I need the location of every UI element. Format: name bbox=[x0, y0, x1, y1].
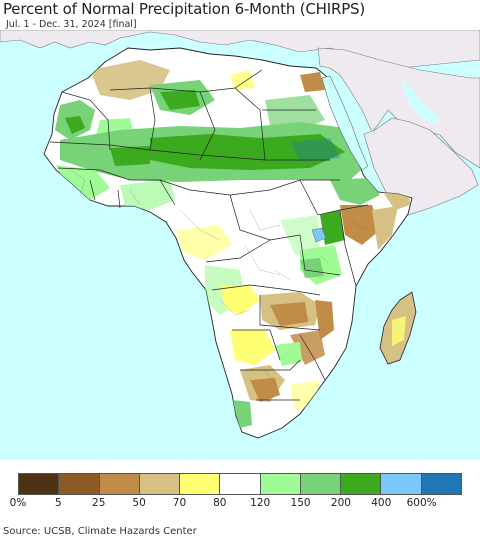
country-borders bbox=[49, 69, 369, 401]
map-subtitle: Jul. 1 - Dec. 31, 2024 [final] bbox=[6, 19, 137, 30]
lake-victoria bbox=[311, 227, 327, 243]
red-sea bbox=[321, 75, 369, 171]
precipitation-map bbox=[0, 30, 480, 460]
legend-tick-label: 150 bbox=[290, 497, 311, 509]
legend-swatch bbox=[341, 474, 382, 494]
source-credit: Source: UCSB, Climate Hazards Center bbox=[3, 526, 197, 537]
legend-tick-label: 120 bbox=[250, 497, 271, 509]
legend-tick-label: 25 bbox=[92, 497, 106, 509]
admin-boundaries bbox=[69, 169, 366, 386]
legend-tick-label: 0% bbox=[9, 497, 27, 509]
precipitation-anomaly-fill bbox=[55, 60, 410, 428]
legend-swatch bbox=[381, 474, 422, 494]
legend-swatch bbox=[180, 474, 221, 494]
legend-swatch bbox=[139, 474, 181, 494]
gulf-water bbox=[402, 80, 440, 124]
legend-tick-label: 50 bbox=[132, 497, 146, 509]
legend-swatch bbox=[99, 474, 140, 494]
legend-tick-label: 400 bbox=[371, 497, 392, 509]
legend-swatch bbox=[220, 474, 261, 494]
map-title: Percent of Normal Precipitation 6-Month … bbox=[3, 0, 366, 18]
legend-swatch bbox=[421, 474, 461, 494]
legend-tick-label: 600% bbox=[406, 497, 437, 509]
legend-swatch bbox=[19, 474, 60, 494]
legend-tick-labels: 0% 5 25 50 70 80 120 150 200 400 600% bbox=[0, 497, 480, 511]
legend-tick-label: 80 bbox=[213, 497, 227, 509]
legend-swatch bbox=[59, 474, 100, 494]
legend-swatch bbox=[260, 474, 301, 494]
legend-tick-label: 70 bbox=[172, 497, 187, 509]
legend-tick-label: 5 bbox=[55, 497, 62, 509]
legend-swatch bbox=[300, 474, 342, 494]
color-legend bbox=[18, 473, 462, 495]
legend-tick-label: 200 bbox=[330, 497, 351, 509]
